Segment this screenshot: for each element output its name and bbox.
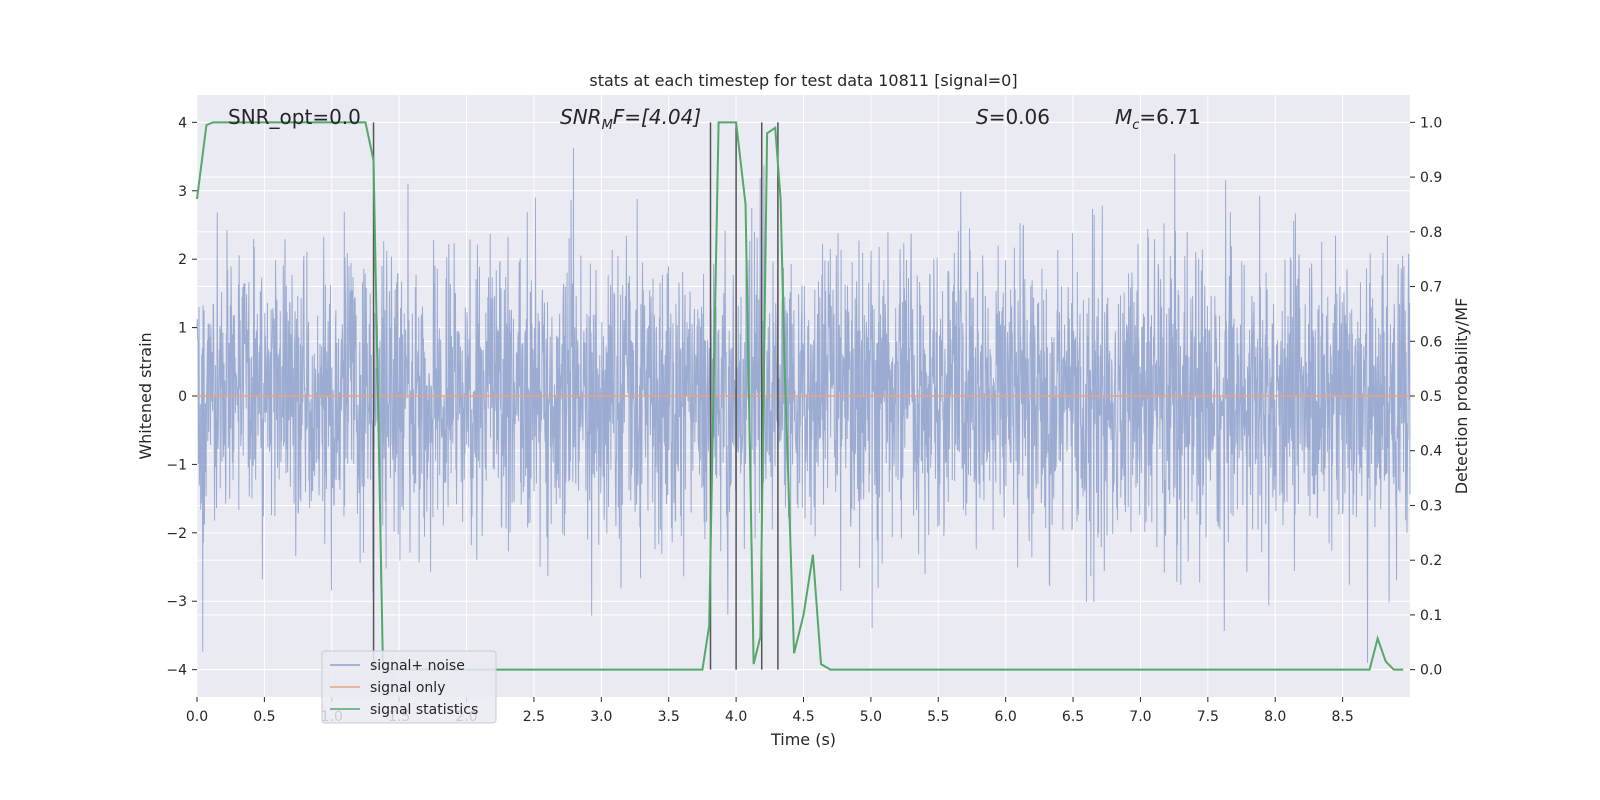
legend-label-signal-only: signal only xyxy=(370,680,445,696)
y2-axis-ticks: 1.0 0.9 0.8 0.7 0.6 0.5 0.4 0.3 0.2 0.1 0.0 xyxy=(1410,115,1442,679)
chart-title: stats at each timestep for test data 108… xyxy=(589,71,1017,90)
y2-tick-label: 1.0 xyxy=(1420,115,1442,131)
y2-tick-label: 0.9 xyxy=(1420,170,1442,186)
x-tick-label: 2.5 xyxy=(523,709,545,725)
y2-tick-label: 0.7 xyxy=(1420,280,1442,296)
annotation-mc-value: =6.71 xyxy=(1139,105,1200,129)
legend-label-signal-statistics: signal statistics xyxy=(370,702,478,718)
y-tick-label: 4 xyxy=(178,115,187,131)
x-tick-label: 0.0 xyxy=(186,709,208,725)
x-tick-label: 8.0 xyxy=(1264,709,1286,725)
y2-tick-label: 0.6 xyxy=(1420,334,1442,350)
y-tick-label: −3 xyxy=(166,594,187,610)
annotation-s-value: =0.06 xyxy=(989,105,1050,129)
annotation-snr-mf-subscript: M xyxy=(602,118,613,133)
y-axis-ticks: 4 3 2 1 0 −1 −2 −3 −4 xyxy=(166,115,197,679)
y2-tick-label: 0.8 xyxy=(1420,225,1442,241)
y2-tick-label: 0.1 xyxy=(1420,608,1442,624)
y-tick-label: −4 xyxy=(166,663,187,679)
y2-tick-label: 0.2 xyxy=(1420,553,1442,569)
x-tick-label: 6.5 xyxy=(1062,709,1084,725)
annotation-snr-mf-base: SNR xyxy=(560,105,602,129)
x-tick-label: 8.5 xyxy=(1331,709,1353,725)
signal-noise-trace xyxy=(196,148,1411,663)
y2-tick-label: 0.5 xyxy=(1420,389,1442,405)
y-axis-label: Whitened strain xyxy=(136,332,155,459)
series-signal-statistics xyxy=(196,121,1404,671)
annotation-snr-mf: SNRMF=[4.04] xyxy=(560,105,701,133)
x-tick-label: 0.5 xyxy=(253,709,275,725)
y-tick-label: 1 xyxy=(178,321,187,337)
y2-axis-label: Detection probability/MF xyxy=(1452,298,1471,495)
y-tick-label: 0 xyxy=(178,389,187,405)
legend: signal+ noise signal only signal statist… xyxy=(321,650,497,724)
annotation-snr-opt: SNR_opt=0.0 xyxy=(228,105,361,129)
x-tick-label: 7.5 xyxy=(1197,709,1219,725)
x-tick-label: 5.0 xyxy=(860,709,882,725)
x-tick-label: 3.0 xyxy=(590,709,612,725)
series-signal-noise xyxy=(196,148,1411,663)
y-tick-label: −2 xyxy=(166,526,187,542)
legend-label-signal-noise: signal+ noise xyxy=(370,658,465,674)
annotation-s: S=0.06 xyxy=(976,105,1050,129)
y2-tick-label: 0.0 xyxy=(1420,663,1442,679)
x-tick-label: 6.0 xyxy=(995,709,1017,725)
annotation-mc: Mc=6.71 xyxy=(1115,105,1201,133)
y2-tick-label: 0.4 xyxy=(1420,444,1442,460)
x-tick-label: 3.5 xyxy=(658,709,680,725)
x-tick-label: 7.0 xyxy=(1129,709,1151,725)
signal-statistics-trace xyxy=(196,121,1404,671)
y-tick-label: −1 xyxy=(166,457,187,473)
y2-tick-label: 0.3 xyxy=(1420,498,1442,514)
annotation-mc-symbol: M xyxy=(1115,105,1132,129)
y-tick-label: 3 xyxy=(178,184,187,200)
legend-box xyxy=(321,650,497,724)
annotation-s-symbol: S xyxy=(976,105,989,129)
x-axis-label: Time (s) xyxy=(770,730,836,749)
x-tick-label: 5.5 xyxy=(927,709,949,725)
annotation-snr-mf-value: F=[4.04] xyxy=(613,105,701,129)
annotation-mc-subscript: c xyxy=(1132,118,1139,133)
x-tick-label: 4.5 xyxy=(792,709,814,725)
x-tick-label: 4.0 xyxy=(725,709,747,725)
y-tick-label: 2 xyxy=(178,252,187,268)
